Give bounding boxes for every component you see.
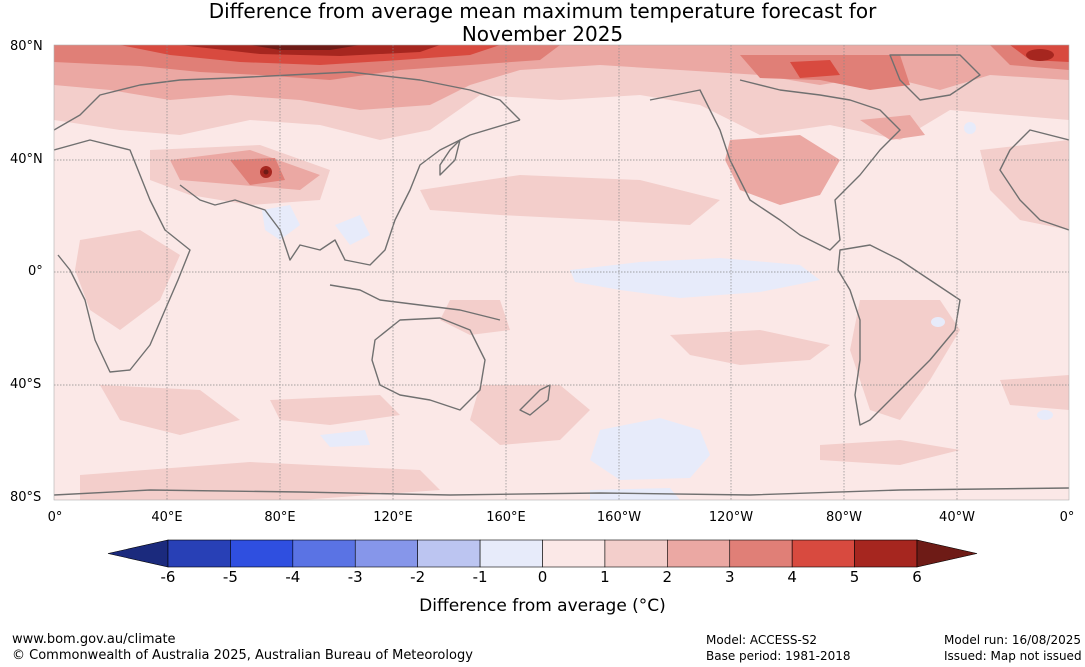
colorbar-segment [479,539,543,568]
colorbar-segment [729,539,793,568]
lon-label-40e: 40°E [151,510,183,525]
colorbar-tick-label: -3 [347,568,363,586]
lon-label-80e: 80°E [264,510,296,525]
colorbar-tick-label: -6 [160,568,176,586]
lon-label-80w: 80°W [826,510,862,525]
colorbar-segment [854,539,918,568]
temperature-anomaly-map [53,44,1070,501]
lon-label-0-east: 0° [1059,510,1075,525]
lon-label-40w: 40°W [939,510,975,525]
colorbar-extend-low [107,539,169,568]
footer-website: www.bom.gov.au/climate [12,632,176,647]
colorbar-segment [354,539,418,568]
gridlines [54,45,1069,500]
colorbar-segment [791,539,855,568]
footer-issued: Issued: Map not issued [944,649,1082,663]
colorbar-tick-label: -5 [222,568,238,586]
colorbar-segment [417,539,481,568]
lat-label-40n: 40°N [10,152,43,167]
colorbar-tick-label: 5 [849,568,860,586]
colorbar-tick-label: 4 [787,568,797,586]
colorbar-segment [542,539,606,568]
colorbar-tick-label: -1 [472,568,488,586]
colorbar-segment [292,539,356,568]
footer-model-run: Model run: 16/08/2025 [944,633,1082,647]
lat-label-80n: 80°N [10,39,43,54]
lat-label-0: 0° [28,264,43,279]
colorbar-tick-label: -4 [285,568,301,586]
lat-label-80s: 80°S [10,490,42,505]
title-line-1: Difference from average mean maximum tem… [208,0,877,23]
colorbar-tick-label: 3 [724,568,735,586]
lon-label-160w: 160°W [596,510,642,525]
footer-model: Model: ACCESS-S2 [706,633,818,647]
lat-label-40s: 40°S [10,377,42,392]
colorbar-segment [604,539,668,568]
lon-label-160e: 160°E [486,510,526,525]
colorbar-tick-label: 0 [537,568,548,586]
colorbar-segment [167,539,231,568]
colorbar-tick-label: -2 [410,568,426,586]
colorbar-tick-label: 6 [912,568,922,586]
map-frame [53,44,1070,501]
colorbar-segment [667,539,731,568]
lon-label-120w: 120°W [708,510,754,525]
map-title: Difference from average mean maximum tem… [0,0,1085,46]
footer-copyright: © Commonwealth of Australia 2025, Austra… [12,648,473,663]
anomaly-minus-1-0-regions [262,122,1053,500]
footer-base-period: Base period: 1981-2018 [706,649,851,663]
anomaly-above-6-regions [250,45,360,175]
colorbar-segment [230,539,294,568]
colorbar-extend-high [916,539,978,568]
lon-label-0-west: 0° [47,510,63,525]
colorbar-tick-label: 1 [600,568,610,586]
coastlines [54,54,1069,496]
colorbar-label: Difference from average (°C) [419,596,666,616]
colorbar [107,539,978,568]
colorbar-tick-label: 2 [662,568,673,586]
lon-label-120e: 120°E [373,510,413,525]
title-line-2: November 2025 [461,22,624,46]
